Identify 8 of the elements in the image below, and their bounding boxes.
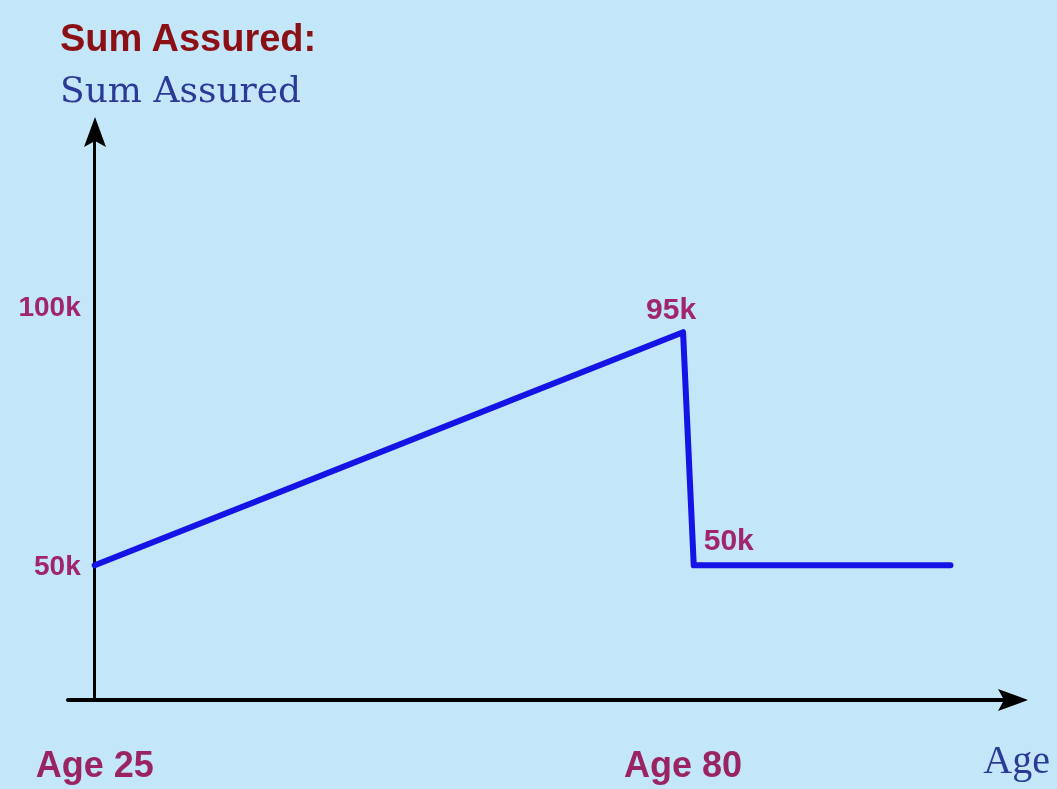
y-axis-title: Sum Assured xyxy=(60,68,302,110)
x-axis-title: Age xyxy=(983,736,1050,782)
data-label: 95k xyxy=(646,291,697,325)
y-tick-label: 100k xyxy=(18,290,82,322)
data-label: 50k xyxy=(703,522,755,556)
x-tick-label: Age 25 xyxy=(35,743,154,785)
x-tick-label: Age 80 xyxy=(624,743,743,785)
chart-title: Sum Assured: xyxy=(60,17,317,59)
